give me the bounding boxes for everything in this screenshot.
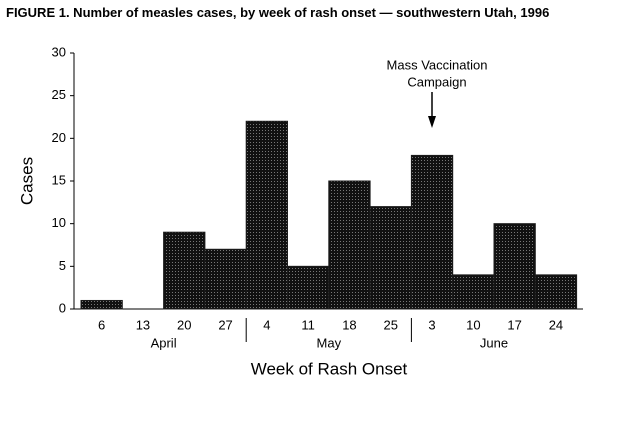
bar [163, 231, 206, 310]
month-label: June [480, 335, 508, 350]
x-tick-label: 13 [136, 317, 150, 332]
x-tick-label: 10 [466, 317, 480, 332]
x-tick-label: 27 [218, 317, 232, 332]
y-axis-label: Cases [17, 157, 36, 205]
x-tick-label: 20 [177, 317, 191, 332]
annotation: Campaign [407, 74, 466, 89]
bar [245, 120, 288, 310]
x-tick-label: 6 [98, 317, 105, 332]
month-label: April [151, 335, 177, 350]
x-axis-label: Week of Rash Onset [251, 359, 408, 378]
bar [328, 180, 371, 310]
annotation-arrowhead [428, 116, 436, 128]
bar [410, 154, 454, 310]
bar [534, 274, 578, 310]
y-tick-label: 30 [52, 44, 66, 59]
bar [493, 223, 536, 310]
bar [452, 274, 495, 310]
bar [369, 206, 412, 310]
bar [287, 265, 330, 310]
y-tick-label: 5 [59, 258, 66, 273]
bar [80, 299, 123, 310]
y-tick-label: 25 [52, 87, 66, 102]
x-tick-label: 25 [384, 317, 398, 332]
y-tick-label: 10 [52, 215, 66, 230]
y-tick-label: 20 [52, 130, 66, 145]
annotation: Mass Vaccination [387, 57, 488, 72]
x-tick-label: 24 [549, 317, 563, 332]
x-tick-label: 18 [342, 317, 356, 332]
x-tick-label: 17 [507, 317, 521, 332]
bar [204, 248, 247, 310]
x-tick-label: 11 [301, 317, 315, 332]
y-tick-label: 0 [59, 300, 66, 315]
month-label: May [317, 335, 342, 350]
x-tick-label: 4 [263, 317, 270, 332]
x-tick-label: 3 [428, 317, 435, 332]
chart-title: FIGURE 1. Number of measles cases, by we… [6, 5, 550, 20]
y-tick-label: 15 [52, 172, 66, 187]
